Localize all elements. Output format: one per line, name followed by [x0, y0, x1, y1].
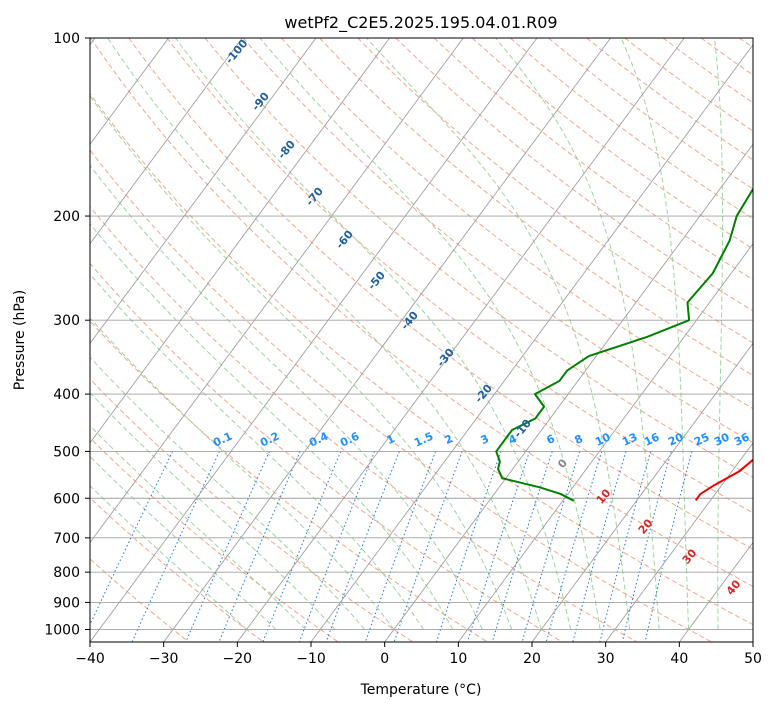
moist-adiabat-line: [90, 455, 277, 630]
x-tick-label: −40: [75, 651, 105, 667]
y-tick-label: 1000: [44, 622, 80, 638]
dry-adiabat-line: [166, 38, 753, 514]
y-tick-label: 600: [53, 491, 80, 507]
mixing-ratio-line: [599, 451, 652, 642]
isotherm-line: [90, 38, 169, 146]
mixing-ratio-label: 36: [732, 430, 752, 448]
y-tick-label: 300: [53, 313, 80, 329]
y-tick-label: 200: [53, 209, 80, 225]
dry-adiabat-line: [90, 262, 563, 642]
x-tick-label: −30: [149, 651, 179, 667]
x-axis-title: Temperature (°C): [360, 682, 482, 698]
isotherm-line: [90, 38, 317, 345]
isotherm-line: [457, 243, 753, 642]
isotherm-line: [236, 38, 685, 642]
isotherm-line: [384, 143, 753, 642]
moist-adiabat-line: [90, 425, 306, 630]
isotherm-line: [90, 38, 538, 642]
dry-adiabat-line: [357, 38, 753, 344]
mixing-ratio-line: [621, 451, 672, 642]
y-tick-label: 700: [53, 531, 80, 547]
moist-adiabat-line: [90, 317, 395, 630]
dry-adiabat-line: [128, 38, 753, 550]
isotherm-line: [90, 38, 464, 544]
x-tick-label: 10: [449, 651, 467, 667]
x-tick-label: 40: [670, 651, 688, 667]
axis-layer: −40 −30 −20 −10 0 10 20 30 40 50 100 200 300 400 500 60…: [44, 31, 762, 667]
isotherm-line: [605, 442, 753, 642]
y-axis-title: Pressure (hPa): [12, 290, 28, 390]
dry-adiabat-line: [90, 320, 488, 642]
moist-adiabat-line: [366, 38, 631, 630]
mixing-ratio-label: 30: [712, 430, 732, 448]
plot-background: [90, 38, 753, 642]
moist-adiabat-line: [90, 273, 424, 630]
moist-adiabat-line: [90, 356, 365, 630]
plot-frame: [89, 37, 754, 643]
dry-adiabat-line: [90, 149, 712, 642]
y-tick-label: 800: [53, 565, 80, 581]
moist-adiabat-line: [620, 38, 690, 630]
dewpoint-profile-line: [495, 187, 753, 502]
mixing-ratio-line: [90, 451, 174, 626]
isotherm-line: [752, 641, 753, 642]
dry-adiabat-line: [319, 38, 753, 376]
mixing-ratio-line: [131, 451, 220, 642]
moist-adiabat-line: [90, 95, 513, 630]
mixing-ratio-line: [521, 451, 581, 642]
temperature-profile-line: [694, 458, 753, 501]
mixing-ratio-line: [325, 451, 400, 642]
isotherm-line: [163, 38, 611, 642]
mixing-ratio-line: [545, 451, 603, 642]
moist-adiabat-line: [107, 38, 542, 630]
x-tick-label: 30: [597, 651, 615, 667]
dry-adiabat-line: [90, 497, 264, 642]
isotherm-line: [90, 38, 243, 245]
grid-layer: [90, 38, 753, 642]
mixing-ratio-label: 25: [692, 430, 711, 448]
mixing-ratio-line: [435, 451, 502, 642]
moist-adiabat-line: [90, 392, 336, 630]
x-tick-label: 20: [523, 651, 541, 667]
isotherm-line: [310, 43, 753, 642]
dry-adiabat-line: [90, 92, 753, 626]
moist-adiabat-line: [174, 38, 572, 630]
y-tick-label: 500: [53, 444, 80, 460]
series-layer: [495, 187, 753, 502]
mixing-ratio-line: [364, 451, 437, 642]
y-tick-label: 100: [53, 31, 80, 47]
mixing-ratio-label: 13: [620, 430, 639, 448]
y-tick-label: 900: [53, 595, 80, 611]
mixing-ratio-line: [572, 451, 627, 642]
mixing-ratio-line: [262, 451, 342, 642]
x-tick-label: 0: [380, 651, 389, 667]
isotherm-line: [90, 38, 390, 444]
chart-title: wetPf2_C2E5.2025.195.04.01.R09: [284, 13, 557, 33]
dry-adiabat-line: [90, 437, 339, 642]
mixing-ratio-label: 20: [666, 430, 686, 448]
moist-adiabat-line: [713, 38, 724, 630]
x-tick-label: −20: [223, 651, 253, 667]
dry-adiabat-line: [281, 38, 753, 410]
moist-adiabat-line: [90, 223, 454, 630]
moist-adiabat-line: [495, 38, 660, 630]
mixing-ratio-line: [298, 451, 376, 642]
mixing-ratio-label: 16: [642, 430, 662, 448]
isotherm-line: [531, 342, 753, 642]
mixing-ratio-label: 10: [593, 430, 613, 448]
x-tick-label: 50: [744, 651, 762, 667]
moist-adiabat-line: [259, 38, 601, 630]
y-tick-label: 400: [53, 387, 80, 403]
moist-adiabat-line: [90, 164, 483, 630]
x-tick-label: −10: [296, 651, 326, 667]
